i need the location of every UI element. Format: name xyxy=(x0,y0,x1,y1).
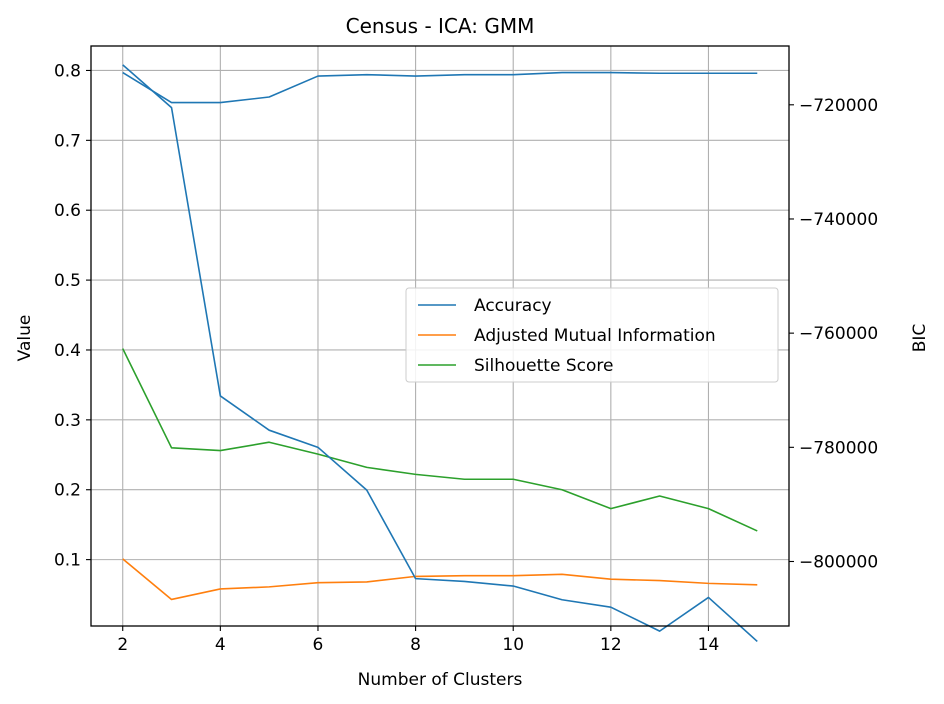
chart-title: Census - ICA: GMM xyxy=(346,14,535,38)
series-line-accuracy xyxy=(122,71,758,104)
series-lines xyxy=(122,64,758,643)
legend-label: Silhouette Score xyxy=(474,356,613,376)
y-axis-title: Value xyxy=(15,315,35,362)
x-tick-label: 14 xyxy=(698,635,720,655)
series-line-bic xyxy=(122,64,758,643)
x-axis-title: Number of Clusters xyxy=(358,670,523,690)
y2-tick-label: −720000 xyxy=(799,96,878,116)
legend: Accuracy Adjusted Mutual Information Silho… xyxy=(405,287,779,383)
y2-tick-label: −760000 xyxy=(799,324,878,344)
y2-tick-label: −800000 xyxy=(799,552,878,572)
y2-axis-title: BIC xyxy=(910,324,930,353)
x-tick-label: 6 xyxy=(313,635,324,655)
y-tick-label: 0.3 xyxy=(54,411,81,431)
x-tick-label: 4 xyxy=(215,635,226,655)
x-tick-label: 2 xyxy=(117,635,128,655)
legend-box xyxy=(405,287,779,383)
y-tick-label: 0.2 xyxy=(54,481,81,501)
ticks: 2 4 6 8 10 12 14 0.1 0.2 0.3 0.4 0.5 0.6 0.7 0.8 −72000… xyxy=(54,61,878,655)
x-tick-label: 12 xyxy=(600,635,622,655)
y-tick-label: 0.6 xyxy=(54,201,81,221)
y2-tick-label: −740000 xyxy=(799,210,878,230)
y-tick-label: 0.1 xyxy=(54,551,81,571)
y-tick-label: 0.4 xyxy=(54,341,81,361)
legend-label: Accuracy xyxy=(474,296,552,316)
series-line-adjusted-mutual-information xyxy=(122,558,758,601)
x-tick-label: 8 xyxy=(410,635,421,655)
legend-label: Adjusted Mutual Information xyxy=(474,326,716,346)
y-tick-label: 0.7 xyxy=(54,131,81,151)
plot-frame xyxy=(90,45,790,627)
y-tick-label: 0.5 xyxy=(54,271,81,291)
y-tick-label: 0.8 xyxy=(54,61,81,81)
y2-tick-label: −780000 xyxy=(799,438,878,458)
series-line-silhouette-score xyxy=(122,348,758,532)
x-tick-label: 10 xyxy=(502,635,524,655)
